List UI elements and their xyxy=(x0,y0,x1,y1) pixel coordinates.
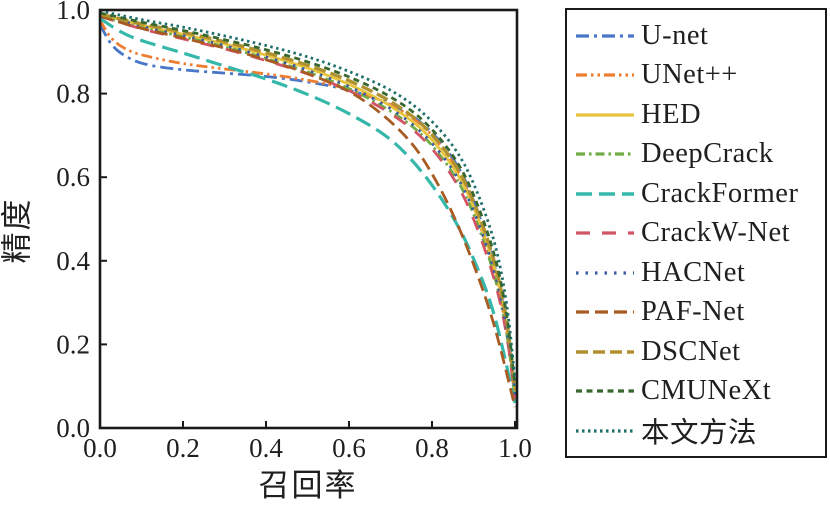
legend-line-sample xyxy=(576,73,634,77)
legend-item: PAF-Net xyxy=(576,292,825,332)
legend-item-label: HACNet xyxy=(641,256,746,288)
legend-line-sample xyxy=(576,310,634,314)
y-tick-label: 0.0 xyxy=(56,413,90,443)
legend-item-label: DeepCrack xyxy=(641,138,774,169)
curves-group xyxy=(101,11,517,408)
plot-frame xyxy=(98,8,519,430)
y-tick-label: 0.4 xyxy=(56,246,90,276)
legend-item: DeepCrack xyxy=(576,134,825,174)
plot-area: 0.0 0.2 0.4 0.6 0.8 1.0 0.0 0.2 0.4 0.6 0.8 1.0 xyxy=(56,0,532,463)
legend-item-label: UNet++ xyxy=(641,59,738,90)
x-tick-label: 0.2 xyxy=(166,433,200,463)
legend-line-sample xyxy=(576,112,634,117)
y-axis-label: 精度 xyxy=(0,197,35,264)
legend-item: CrackW-Net xyxy=(576,213,825,253)
legend-item: UNet++ xyxy=(576,55,825,95)
curve-CMUNeXt xyxy=(101,11,517,387)
legend-line-sample xyxy=(576,152,634,156)
y-tick-label: 0.2 xyxy=(56,329,90,359)
y-tick-label: 0.8 xyxy=(56,79,90,109)
legend-item: HACNet xyxy=(576,253,825,293)
legend-item-label: 本文方法 xyxy=(641,418,758,449)
legend-item-label: DSCNet xyxy=(641,335,741,367)
legend-item-label: CrackFormer xyxy=(641,177,799,209)
legend-item: CrackFormer xyxy=(576,174,825,214)
legend-item-label: CrackW-Net xyxy=(641,217,791,248)
x-tick-label: 0.8 xyxy=(415,433,449,463)
curve-PAF-Net xyxy=(101,15,517,408)
x-tick-label: 0.4 xyxy=(249,433,283,463)
x-tick-label: 1.0 xyxy=(498,433,532,463)
legend-line-sample xyxy=(576,389,634,393)
legend-item-label: PAF-Net xyxy=(641,296,745,327)
y-tick-label: 1.0 xyxy=(56,0,90,25)
curve-DSCNet xyxy=(101,12,517,391)
curve-HACNet xyxy=(101,13,517,395)
legend-line-sample xyxy=(576,231,634,235)
x-tick-label: 0.6 xyxy=(332,433,366,463)
axis-ticks: 0.0 0.2 0.4 0.6 0.8 1.0 0.0 0.2 0.4 0.6 0.8 1.0 xyxy=(56,0,532,463)
x-tick-label: 0.0 xyxy=(83,433,117,463)
legend-item: U-net xyxy=(576,16,825,56)
legend-item-label: HED xyxy=(641,98,702,130)
x-axis-label: 召回率 xyxy=(258,468,358,503)
legend-item: 本文方法 xyxy=(576,411,825,451)
legend-item-label: CMUNeXt xyxy=(641,375,772,406)
y-tick-label: 0.6 xyxy=(56,162,90,192)
curve-UNet++ xyxy=(101,19,517,401)
legend-item-label: U-net xyxy=(641,19,709,51)
legend-line-sample xyxy=(576,428,634,433)
curve-CrackFormer xyxy=(101,17,517,404)
curve-U-net xyxy=(101,23,517,393)
legend-line-sample xyxy=(576,349,634,354)
legend-line-sample xyxy=(576,191,634,196)
legend-item: DSCNet xyxy=(576,332,825,372)
legend-line-sample xyxy=(576,33,634,38)
legend-item: CMUNeXt xyxy=(576,371,825,411)
legend-line-sample xyxy=(576,270,634,275)
legend-item: HED xyxy=(576,95,825,135)
curve-HED xyxy=(101,12,517,397)
curve-CrackW-Net xyxy=(101,15,517,399)
legend: U-net UNet++ HED DeepCrack CrackFormer CrackW… xyxy=(565,8,827,458)
